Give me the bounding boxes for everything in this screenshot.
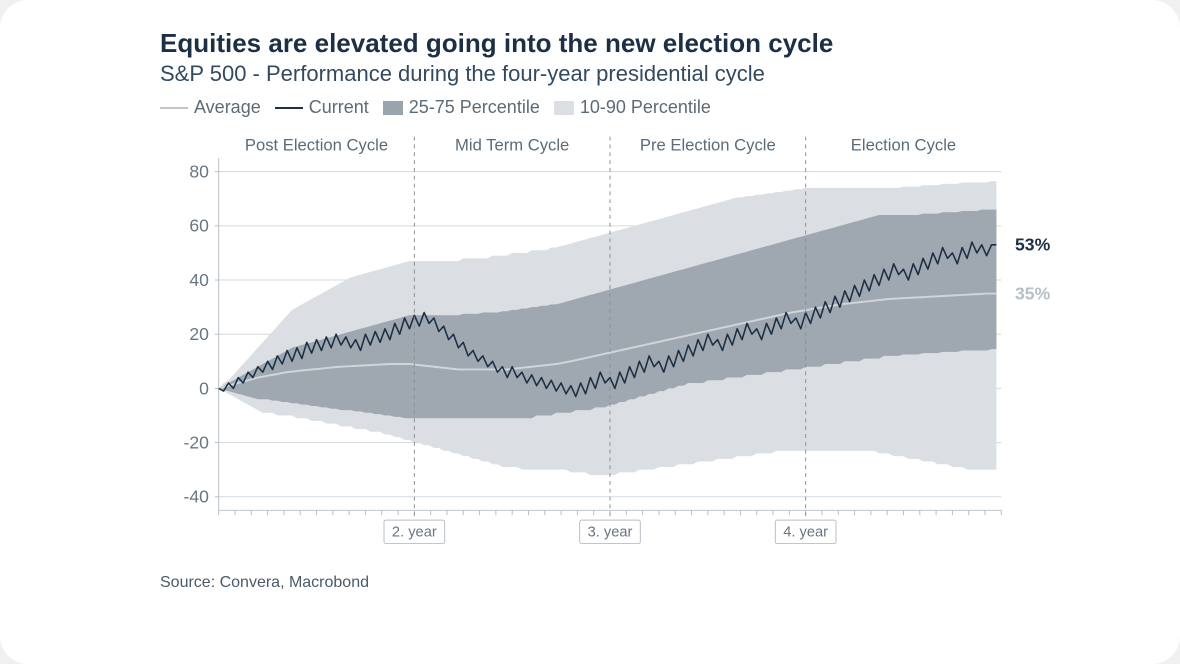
svg-text:3. year: 3. year <box>588 525 633 541</box>
legend-swatch-p25-75 <box>383 101 403 115</box>
legend-swatch-p10-90 <box>554 101 574 115</box>
svg-text:53%: 53% <box>1015 235 1051 255</box>
svg-text:60: 60 <box>189 216 209 236</box>
legend-item-average: Average <box>160 97 261 118</box>
chart-subtitle: S&P 500 - Performance during the four-ye… <box>160 61 1140 87</box>
svg-text:20: 20 <box>189 324 209 344</box>
chart-area: -40 -20 0 20 40 60 80 Post Election Cycle Mid Te… <box>160 124 1060 564</box>
svg-text:-20: -20 <box>183 432 209 452</box>
svg-text:35%: 35% <box>1015 283 1051 303</box>
svg-text:-40: -40 <box>183 487 209 507</box>
svg-text:Election Cycle: Election Cycle <box>851 135 956 154</box>
legend-item-current: Current <box>275 97 369 118</box>
svg-text:80: 80 <box>189 162 209 182</box>
chart-svg: -40 -20 0 20 40 60 80 Post Election Cycle Mid Te… <box>160 124 1060 564</box>
legend-label-average: Average <box>194 97 261 118</box>
svg-text:0: 0 <box>199 378 209 398</box>
legend-swatch-average <box>160 107 188 109</box>
legend-item-p10-90: 10-90 Percentile <box>554 97 711 118</box>
svg-text:40: 40 <box>189 270 209 290</box>
chart-title: Equities are elevated going into the new… <box>160 28 1140 59</box>
chart-card: Equities are elevated going into the new… <box>0 0 1180 664</box>
svg-text:2. year: 2. year <box>392 525 437 541</box>
legend-item-p25-75: 25-75 Percentile <box>383 97 540 118</box>
chart-legend: Average Current 25-75 Percentile 10-90 P… <box>160 97 1140 118</box>
svg-text:4. year: 4. year <box>783 525 828 541</box>
legend-label-p10-90: 10-90 Percentile <box>580 97 711 118</box>
svg-text:Mid Term Cycle: Mid Term Cycle <box>455 135 569 154</box>
svg-text:Pre Election Cycle: Pre Election Cycle <box>640 135 776 154</box>
legend-label-current: Current <box>309 97 369 118</box>
chart-source: Source: Convera, Macrobond <box>160 574 1140 592</box>
svg-text:Post Election Cycle: Post Election Cycle <box>245 135 388 154</box>
legend-label-p25-75: 25-75 Percentile <box>409 97 540 118</box>
legend-swatch-current <box>275 107 303 109</box>
